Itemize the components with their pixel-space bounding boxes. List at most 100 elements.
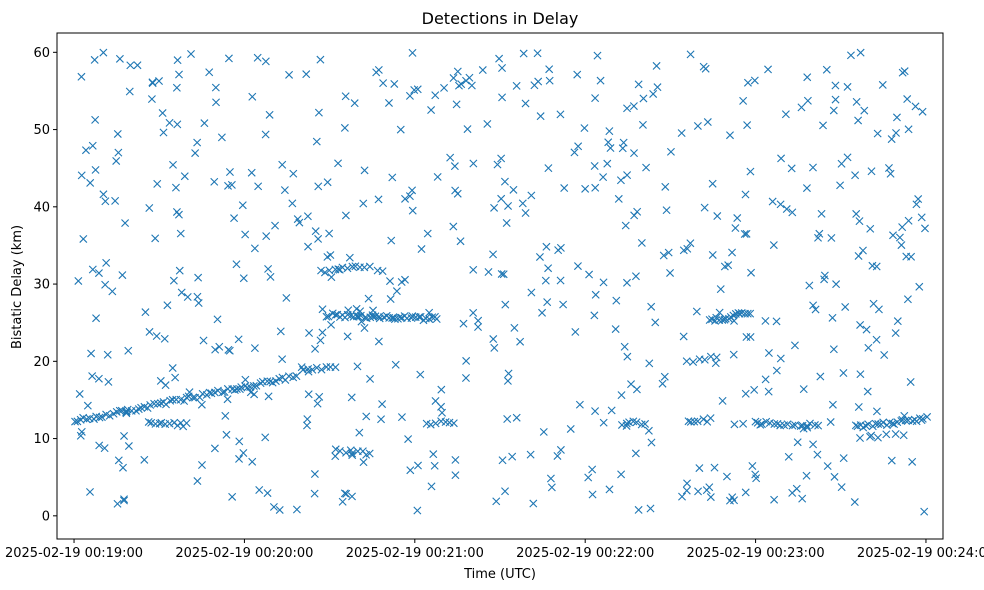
data-point-clutter-point [683,479,692,488]
data-point-clutter-point [811,305,820,314]
x-tick-label: 2025-02-19 00:21:00 [346,546,484,561]
data-point-clutter-point [248,457,257,466]
data-point-clutter-point [502,219,511,227]
data-point-clutter-point [533,49,542,58]
data-point-clutter-point [784,452,793,461]
data-point-track-point [82,415,91,424]
data-point-clutter-point [180,172,189,181]
data-point-clutter-point [621,221,630,230]
data-point-clutter-point [692,307,701,316]
data-point-clutter-point [588,465,597,474]
data-point-track-point [856,434,864,442]
data-point-track-point [751,417,760,426]
data-point-clutter-point [686,50,695,59]
data-point-clutter-point [678,492,687,501]
data-point-clutter-point [769,241,778,250]
data-point-clutter-point [397,413,406,422]
data-point-clutter-point [493,160,502,169]
data-point-track-point [95,413,104,422]
data-point-clutter-point [683,244,692,253]
data-point-clutter-point [459,319,468,328]
x-tick-label: 2025-02-19 00:23:00 [687,546,825,561]
data-point-clutter-point [912,200,921,209]
data-point-clutter-point [713,212,722,221]
data-point-clutter-point [556,276,565,285]
data-point-clutter-point [612,296,621,305]
data-point-clutter-point [898,68,907,77]
data-point-clutter-point [440,83,449,92]
data-point-clutter-point [710,463,719,472]
data-point-clutter-point [746,167,755,176]
data-point-track-point [115,406,124,415]
data-point-clutter-point [311,227,320,236]
data-point-clutter-point [212,98,221,107]
data-point-clutter-point [591,183,600,192]
data-point-clutter-point [828,400,837,409]
data-point-clutter-point [872,262,881,271]
data-point-clutter-point [408,186,417,195]
data-point-clutter-point [733,214,742,223]
data-point-clutter-point [114,456,123,465]
data-point-track-point [788,421,797,430]
data-point-clutter-point [401,275,409,284]
data-point-clutter-point [768,197,777,206]
data-point-clutter-point [590,311,599,320]
data-point-clutter-point [878,80,887,89]
data-point-clutter-point [408,206,417,215]
data-point-clutter-point [263,489,272,498]
data-point-track-point [331,310,340,319]
data-point-clutter-point [639,94,648,103]
data-point-clutter-point [497,269,506,278]
data-point-clutter-point [158,109,167,118]
data-point-track-point [632,418,641,427]
data-point-clutter-point [509,185,518,194]
data-point-clutter-point [917,213,926,222]
data-point-clutter-point [453,67,462,76]
data-point-clutter-point [856,320,865,329]
data-point-clutter-point [642,163,651,172]
data-point-clutter-point [297,363,306,372]
data-point-clutter-point [887,135,896,144]
data-point-clutter-point [906,377,915,386]
data-point-clutter-point [623,352,632,361]
data-point-clutter-point [155,77,164,86]
data-point-track-point [693,417,702,426]
data-point-clutter-point [541,276,550,285]
data-point-track-point [901,416,910,425]
data-point-clutter-point [659,251,668,260]
data-point-clutter-point [715,308,724,317]
data-point-clutter-point [118,271,127,280]
data-point-clutter-point [539,427,548,436]
data-point-track-point [706,414,715,423]
data-point-clutter-point [461,374,470,383]
data-point-clutter-point [446,153,455,162]
data-point-clutter-point [839,454,848,463]
data-point-track-point [746,309,755,318]
data-point-track-point [783,420,792,429]
data-point-clutter-point [614,194,623,203]
data-point-track-point [432,315,441,324]
data-point-clutter-point [250,244,259,253]
data-point-clutter-point [822,65,831,74]
data-point-clutter-point [629,102,638,111]
data-point-clutter-point [396,125,405,134]
data-point-track-point [331,363,340,372]
data-point-track-point [317,365,326,374]
data-point-clutter-point [335,265,344,274]
data-point-clutter-point [289,169,298,178]
data-point-clutter-point [239,274,248,283]
data-point-clutter-point [369,312,377,321]
data-point-clutter-point [388,173,397,182]
data-point-clutter-point [799,385,808,394]
data-point-clutter-point [599,173,608,182]
data-point-clutter-point [518,199,527,208]
data-point-clutter-point [92,314,101,323]
data-point-clutter-point [360,324,369,332]
data-point-clutter-point [224,54,233,63]
data-point-clutter-point [686,239,695,248]
data-point-clutter-point [223,395,232,404]
data-point-clutter-point [91,115,100,124]
data-point-clutter-point [433,172,442,181]
data-point-clutter-point [159,128,168,137]
data-point-clutter-point [593,51,602,60]
